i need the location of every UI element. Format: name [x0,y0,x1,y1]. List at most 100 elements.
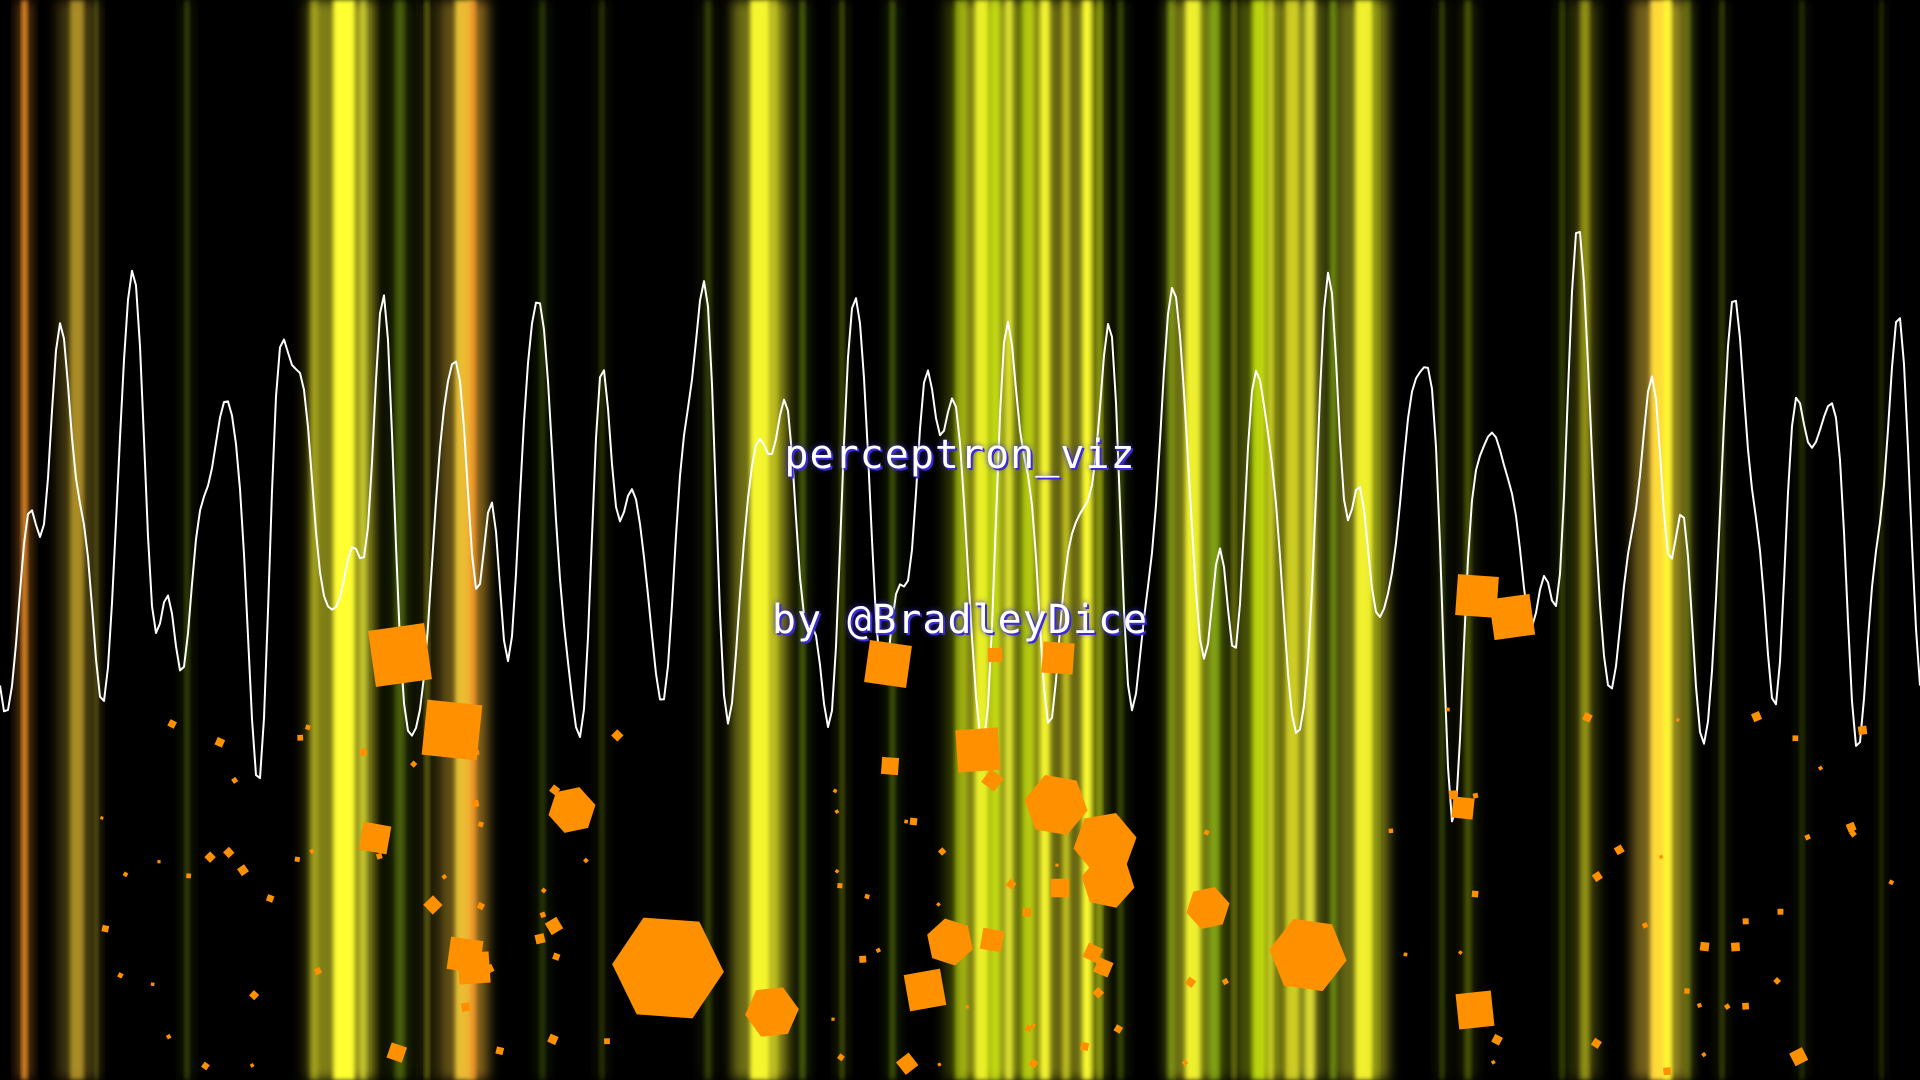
particle-speck [1750,711,1763,723]
particle-speck [386,1042,407,1063]
particle-speck [1092,986,1105,999]
particle-speck [423,895,443,915]
particle-speck [201,1061,210,1071]
particle-speck [1817,765,1824,771]
particle-speck [832,788,838,794]
particle [1186,887,1230,929]
particle-speck [1742,918,1749,925]
particle-speck [214,736,226,748]
particle-speck [375,852,383,860]
particle-speck [1109,887,1115,894]
particle [745,987,799,1037]
light-bar [1210,0,1220,1080]
particle-speck [1701,1051,1707,1058]
particle-speck [1471,890,1479,898]
particle-speck [1590,1037,1602,1049]
light-bar [705,0,711,1080]
light-bar [1268,0,1273,1080]
particle-speck [981,768,1004,792]
particle-speck [1491,1033,1503,1046]
particle [1050,878,1070,898]
light-bar [770,0,778,1080]
particle [421,699,483,761]
particle [358,821,392,855]
particle-speck [909,817,918,826]
light-bar [1800,0,1804,1080]
light-bar [185,0,189,1080]
particle [979,927,1005,953]
light-bar [1375,0,1379,1080]
particle-speck [965,1004,970,1009]
particle-speck [1789,1047,1809,1067]
particle [368,623,432,687]
particle-speck [186,873,192,879]
particle-speck [495,1046,505,1056]
particle-speck [1742,1002,1750,1010]
particle [903,968,947,1012]
particle-speck [231,776,239,784]
particle-speck [304,724,311,731]
light-bar [1252,0,1266,1080]
light-bar [1232,0,1236,1080]
particle [1455,990,1495,1030]
particle-speck [1113,1024,1124,1034]
particle-speck [583,857,589,864]
particle-speck [1663,1067,1672,1076]
particle [955,727,1001,773]
particle [1081,856,1135,908]
particle-speck [1490,1059,1496,1065]
particle [548,787,596,833]
particle-speck [1221,977,1229,986]
particle-speck [1388,828,1394,834]
particle-speck [1696,1002,1703,1008]
particle-speck [167,719,177,729]
particle [880,756,900,776]
light-bar [1040,0,1050,1080]
light-bar [1330,0,1336,1080]
particle-speck [864,893,870,900]
particle [927,918,973,966]
particle-speck [837,883,843,889]
light-bar [425,0,429,1080]
particle-speck [1777,908,1784,915]
particle-speck [1403,952,1408,957]
particle-speck [1699,941,1710,952]
particle-speck [1804,833,1811,841]
particle-speck [837,1053,845,1062]
particle-speck [1181,1059,1189,1066]
particle-speck [471,799,480,808]
particle-speck [611,729,624,742]
particle-speck [1684,988,1690,994]
particle-speck [1036,810,1046,819]
particle-speck [1184,976,1197,989]
light-bar [600,0,604,1080]
light-bar [1720,0,1724,1080]
particle-speck [1022,907,1032,917]
light-bar [1465,0,1471,1080]
light-bar [70,0,84,1080]
particle [612,917,724,1019]
particle-speck [1658,854,1664,860]
particle-speck [1730,942,1741,952]
particle-speck [936,902,941,907]
particle [1488,593,1536,641]
particle-speck [1119,852,1127,861]
particle-speck [1472,792,1479,799]
light-bar [540,0,545,1080]
particle-speck [1028,1058,1039,1069]
particle-speck [547,1033,559,1046]
particle-speck [204,851,216,863]
particle-speck [1093,957,1114,978]
particle-speck [1024,1024,1033,1033]
particle-speck [834,868,840,874]
author-credit: by @BradleyDice [771,597,1149,643]
particle-speck [1641,922,1649,929]
particle-speck [834,809,840,814]
particle [457,951,491,985]
particle [1455,574,1499,618]
particle-speck [1079,1041,1090,1051]
waveform [0,231,1920,823]
particle-speck [1099,840,1124,864]
particle-speck [294,856,301,863]
particle [1024,774,1088,836]
